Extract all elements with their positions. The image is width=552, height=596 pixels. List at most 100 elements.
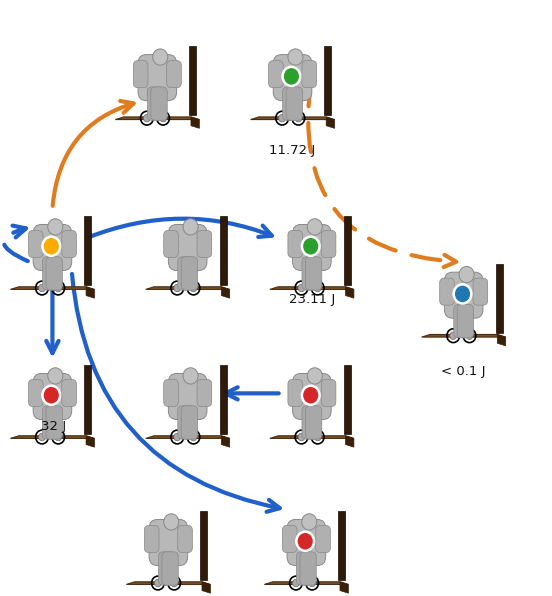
FancyBboxPatch shape (288, 231, 302, 257)
FancyBboxPatch shape (454, 305, 470, 338)
Circle shape (155, 579, 161, 587)
Text: 32 J: 32 J (41, 420, 67, 433)
FancyBboxPatch shape (167, 61, 181, 88)
FancyBboxPatch shape (293, 225, 331, 271)
FancyBboxPatch shape (286, 87, 302, 120)
Circle shape (174, 433, 181, 441)
FancyBboxPatch shape (138, 55, 177, 101)
Bar (200, 511, 207, 580)
FancyBboxPatch shape (151, 87, 167, 120)
Polygon shape (340, 582, 348, 593)
Circle shape (55, 284, 62, 292)
FancyBboxPatch shape (283, 87, 299, 120)
FancyBboxPatch shape (168, 225, 207, 271)
FancyBboxPatch shape (305, 257, 322, 290)
Polygon shape (264, 582, 348, 585)
FancyBboxPatch shape (168, 374, 207, 420)
FancyBboxPatch shape (43, 406, 59, 439)
Polygon shape (146, 436, 230, 439)
FancyBboxPatch shape (287, 520, 326, 566)
Circle shape (39, 433, 45, 441)
Bar (84, 216, 91, 285)
Polygon shape (10, 436, 94, 439)
Circle shape (296, 532, 314, 551)
FancyBboxPatch shape (440, 278, 454, 305)
Circle shape (174, 284, 181, 292)
FancyBboxPatch shape (302, 257, 319, 290)
FancyBboxPatch shape (29, 231, 43, 257)
FancyBboxPatch shape (158, 552, 175, 585)
Circle shape (43, 386, 60, 405)
Circle shape (288, 49, 303, 65)
FancyBboxPatch shape (181, 257, 198, 290)
Polygon shape (221, 436, 230, 447)
FancyBboxPatch shape (162, 552, 178, 585)
Bar (220, 365, 226, 434)
FancyBboxPatch shape (273, 55, 312, 101)
Bar (338, 511, 345, 580)
FancyBboxPatch shape (181, 406, 198, 439)
FancyBboxPatch shape (288, 380, 302, 406)
FancyBboxPatch shape (178, 257, 194, 290)
Polygon shape (270, 287, 354, 290)
Polygon shape (191, 117, 199, 128)
FancyBboxPatch shape (321, 380, 336, 406)
Circle shape (309, 579, 316, 587)
Polygon shape (346, 436, 354, 447)
Circle shape (295, 114, 302, 122)
FancyBboxPatch shape (302, 406, 319, 439)
Circle shape (298, 433, 305, 441)
Circle shape (298, 284, 305, 292)
Polygon shape (251, 117, 335, 120)
Circle shape (302, 237, 320, 256)
Circle shape (164, 514, 179, 530)
Polygon shape (326, 117, 335, 128)
FancyBboxPatch shape (457, 305, 474, 338)
FancyBboxPatch shape (197, 380, 211, 406)
Circle shape (307, 219, 322, 235)
Polygon shape (146, 287, 230, 290)
Circle shape (144, 114, 150, 122)
Polygon shape (422, 334, 506, 337)
Bar (344, 216, 351, 285)
FancyBboxPatch shape (33, 374, 72, 420)
Polygon shape (270, 436, 354, 439)
Circle shape (314, 433, 321, 441)
Polygon shape (126, 582, 210, 585)
Circle shape (279, 114, 285, 122)
FancyBboxPatch shape (444, 272, 483, 318)
Circle shape (450, 332, 457, 340)
Circle shape (171, 579, 178, 587)
Bar (325, 46, 331, 115)
Circle shape (454, 284, 471, 303)
Bar (220, 216, 226, 285)
FancyBboxPatch shape (302, 61, 316, 88)
Polygon shape (10, 287, 94, 290)
Circle shape (307, 368, 322, 384)
FancyBboxPatch shape (321, 231, 336, 257)
Text: 11.72 J: 11.72 J (269, 144, 316, 157)
Circle shape (283, 67, 300, 86)
FancyBboxPatch shape (62, 380, 76, 406)
FancyBboxPatch shape (283, 526, 297, 552)
Circle shape (466, 332, 473, 340)
FancyBboxPatch shape (316, 526, 330, 552)
FancyBboxPatch shape (164, 380, 178, 406)
Polygon shape (86, 436, 94, 447)
FancyBboxPatch shape (293, 374, 331, 420)
Polygon shape (221, 287, 230, 298)
Polygon shape (115, 117, 199, 120)
FancyBboxPatch shape (149, 520, 188, 566)
Circle shape (183, 368, 198, 384)
FancyBboxPatch shape (43, 257, 59, 290)
Circle shape (459, 266, 474, 283)
FancyBboxPatch shape (296, 552, 313, 585)
Circle shape (160, 114, 167, 122)
Circle shape (153, 49, 168, 65)
Polygon shape (202, 582, 210, 593)
Circle shape (48, 368, 63, 384)
FancyBboxPatch shape (164, 231, 178, 257)
FancyBboxPatch shape (269, 61, 283, 88)
Circle shape (55, 433, 62, 441)
Bar (344, 365, 351, 434)
